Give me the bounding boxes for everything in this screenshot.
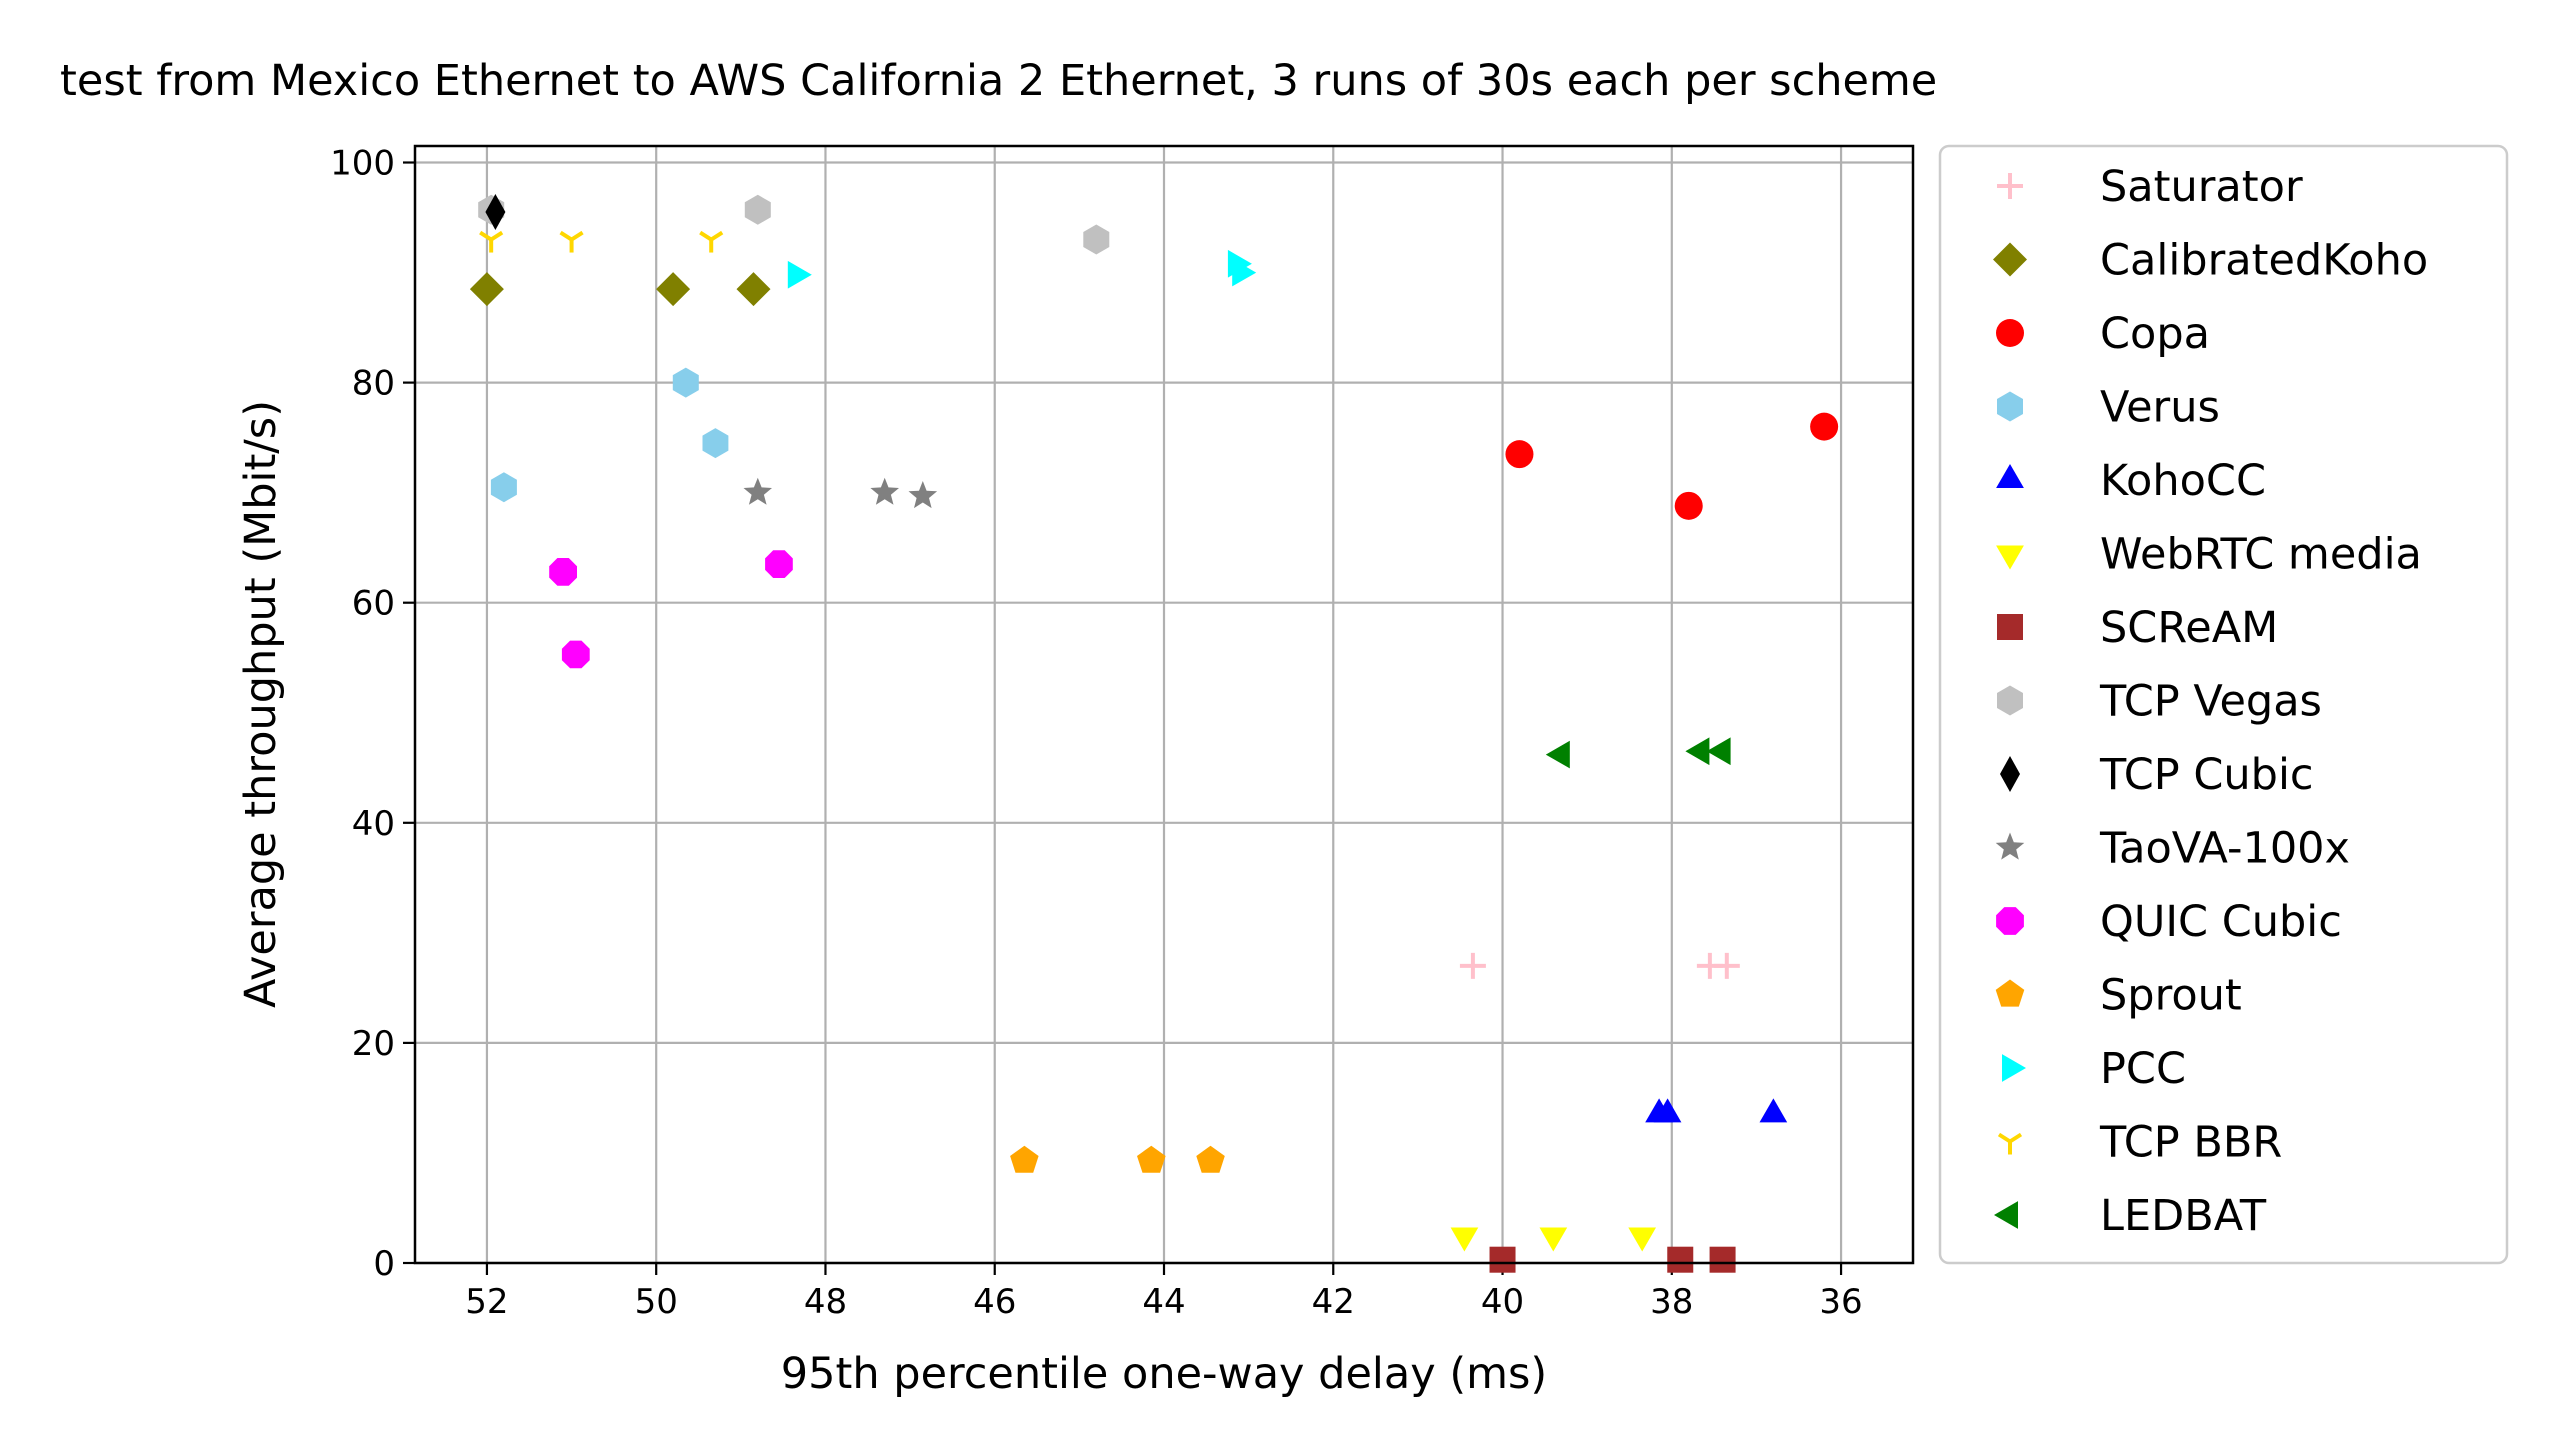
point-quic-cubic <box>765 550 793 578</box>
legend-label-tcp-cubic: TCP Cubic <box>2099 750 2314 800</box>
point-scream <box>1709 1246 1736 1273</box>
chart-title: test from Mexico Ethernet to AWS Califor… <box>60 56 1937 106</box>
x-tick-label: 46 <box>973 1282 1016 1322</box>
x-tick-label: 40 <box>1481 1282 1524 1322</box>
point-saturator <box>1459 952 1486 979</box>
legend-marker-quic-cubic <box>1996 907 2024 935</box>
x-tick-label: 42 <box>1312 1282 1355 1322</box>
point-verus <box>702 428 729 459</box>
point-calibratedkoho <box>656 272 691 307</box>
point-ledbat <box>1685 737 1710 766</box>
point-kohocc <box>1759 1098 1788 1123</box>
point-kohocc <box>1653 1098 1682 1123</box>
data-points <box>469 194 1839 1273</box>
legend-marker-pcc <box>2002 1054 2026 1082</box>
point-quic-cubic <box>549 558 577 586</box>
legend-label-tcp-vegas: TCP Vegas <box>2099 677 2322 727</box>
point-taova-100x <box>870 477 899 505</box>
legend-label-taova-100x: TaoVA-100x <box>2099 824 2350 874</box>
x-axis-label: 95th percentile one-way delay (ms) <box>781 1349 1547 1399</box>
legend-marker-calibratedkoho <box>1993 242 2027 277</box>
legend-label-tcp-bbr: TCP BBR <box>2099 1118 2282 1168</box>
legend-label-verus: Verus <box>2100 383 2220 433</box>
point-pcc <box>1232 258 1257 287</box>
legend-label-ledbat: LEDBAT <box>2100 1191 2267 1241</box>
legend-marker-tcp-vegas <box>1997 685 2023 716</box>
legend-marker-verus <box>1997 391 2023 422</box>
legend-label-sprout: Sprout <box>2100 971 2242 1021</box>
point-taova-100x <box>743 477 772 505</box>
y-tick-label: 80 <box>352 364 395 404</box>
legend-marker-tcp-cubic <box>2000 756 2020 792</box>
point-scream <box>1489 1246 1516 1273</box>
legend-marker-taova-100x <box>1995 832 2025 860</box>
legend-marker-scream <box>1997 614 2023 640</box>
legend-marker-kohocc <box>1996 464 2024 488</box>
point-pcc <box>787 260 812 289</box>
x-tick-label: 52 <box>465 1282 508 1322</box>
legend-marker-webrtc-media <box>1996 545 2024 570</box>
x-tick-label: 44 <box>1142 1282 1185 1322</box>
point-webrtc-media <box>1450 1227 1479 1252</box>
legend-label-pcc: PCC <box>2100 1044 2186 1094</box>
point-sprout <box>1137 1145 1166 1173</box>
point-taova-100x <box>908 481 938 509</box>
legend-marker-tcp-bbr <box>1997 1132 2023 1155</box>
legend-frame <box>1938 144 2509 1265</box>
point-tcp-vegas <box>744 194 771 225</box>
legend-label-kohocc: KohoCC <box>2100 456 2266 506</box>
legend: Saturator CalibratedKoho Copa Verus KohoCC We… <box>1938 144 2509 1265</box>
point-tcp-bbr <box>479 230 504 253</box>
point-sprout <box>1010 1145 1039 1173</box>
legend-label-copa: Copa <box>2100 309 2210 359</box>
point-calibratedkoho <box>736 272 771 307</box>
legend-label-quic-cubic: QUIC Cubic <box>2100 897 2342 947</box>
y-tick-label: 60 <box>352 584 395 624</box>
legend-marker-saturator <box>1997 173 2023 199</box>
y-tick-label: 100 <box>330 144 395 184</box>
y-axis-label: Average throughput (Mbit/s) <box>236 400 286 1008</box>
point-saturator <box>1713 952 1740 979</box>
y-tick-label: 20 <box>352 1024 395 1064</box>
point-quic-cubic <box>561 640 590 669</box>
point-tcp-bbr <box>559 230 584 253</box>
legend-label-saturator: Saturator <box>2100 162 2303 212</box>
point-verus <box>490 472 517 503</box>
point-tcp-cubic <box>485 194 506 231</box>
point-webrtc-media <box>1539 1227 1568 1252</box>
point-calibratedkoho <box>469 272 504 307</box>
x-tick-label: 36 <box>1819 1282 1862 1322</box>
point-tcp-bbr <box>699 230 724 253</box>
y-tick-label: 0 <box>373 1244 395 1284</box>
point-copa <box>1810 412 1839 441</box>
point-ledbat <box>1706 737 1731 766</box>
legend-marker-copa <box>1996 319 2024 347</box>
point-tcp-vegas <box>1083 224 1110 255</box>
x-tick-label: 50 <box>635 1282 678 1322</box>
point-sprout <box>1196 1145 1225 1173</box>
point-ledbat <box>1545 740 1570 769</box>
point-copa <box>1674 491 1703 520</box>
grid-lines <box>415 146 1913 1265</box>
x-tick-label: 38 <box>1650 1282 1693 1322</box>
x-tick-label: 48 <box>804 1282 847 1322</box>
axis-ticks: 52 50 48 46 44 42 40 38 36 0 20 40 60 80 100 <box>330 144 1863 1322</box>
point-verus <box>672 367 699 398</box>
legend-marker-ledbat <box>1994 1201 2018 1229</box>
plot-area-frame <box>413 144 1915 1265</box>
point-webrtc-media <box>1628 1227 1656 1252</box>
legend-label-calibratedkoho: CalibratedKoho <box>2100 236 2428 286</box>
point-copa <box>1505 440 1534 469</box>
legend-label-scream: SCReAM <box>2100 603 2278 653</box>
legend-marker-sprout <box>1995 979 2025 1007</box>
y-tick-label: 40 <box>352 804 395 844</box>
legend-label-webrtc-media: WebRTC media <box>2100 530 2422 580</box>
point-scream <box>1667 1246 1694 1273</box>
